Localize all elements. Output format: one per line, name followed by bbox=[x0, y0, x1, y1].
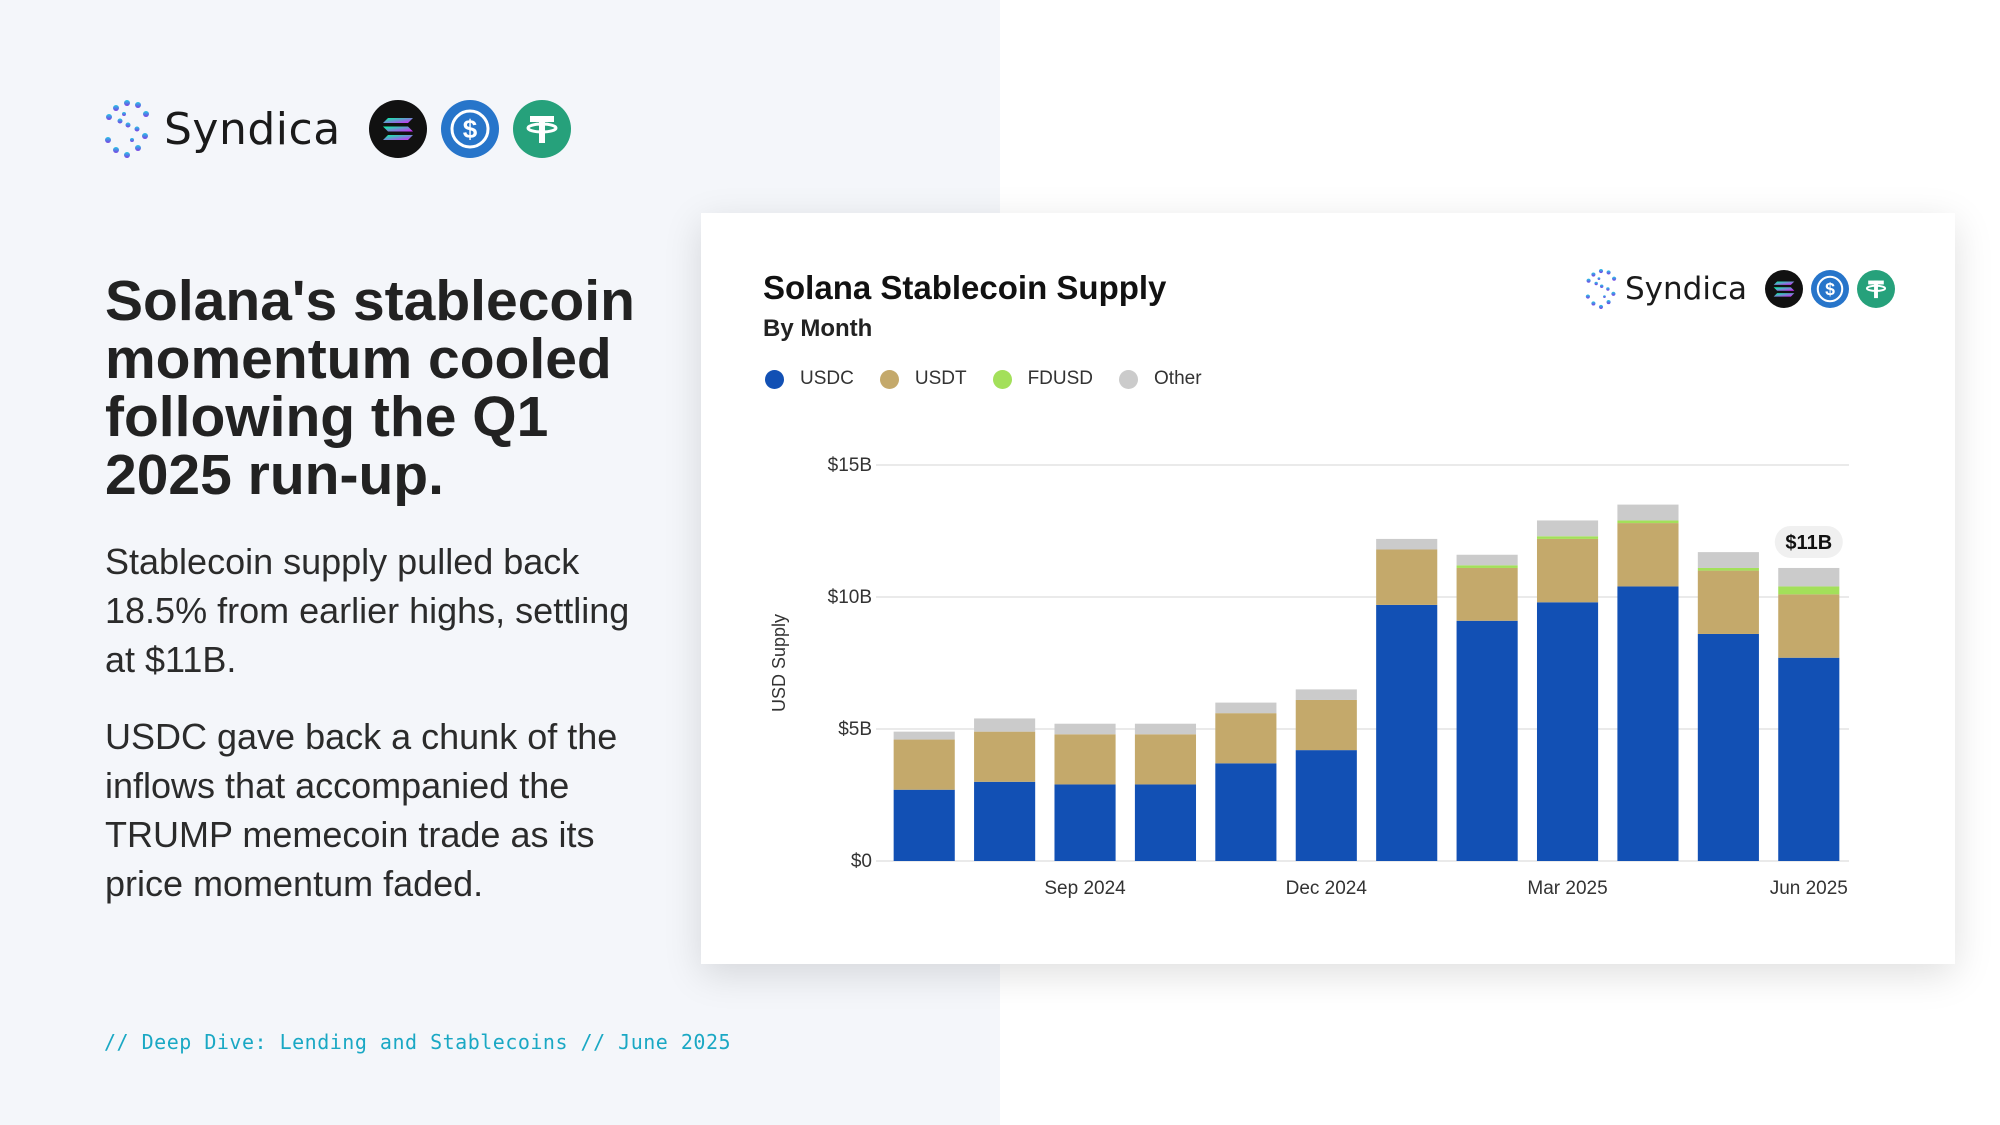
stacked-bar-chart: $0 $5B $10B $15B USD Supply Sep 2024 Dec 2024 M… bbox=[769, 455, 1849, 899]
bar-segment-other bbox=[1134, 723, 1197, 735]
annotation-label: $11B bbox=[1785, 532, 1832, 554]
bar-segment-usdt bbox=[1697, 570, 1759, 634]
bar-segment-usdc bbox=[1215, 763, 1277, 861]
card-brand: Syndica $ bbox=[1585, 269, 1895, 309]
usdt-icon bbox=[512, 100, 571, 158]
syndica-logo-icon bbox=[1585, 269, 1617, 309]
bar-segment-usdc bbox=[1697, 633, 1759, 861]
bar-segment-other bbox=[1054, 723, 1116, 735]
bar-segment-usdt bbox=[1778, 594, 1840, 658]
y-tick-label: $15B bbox=[828, 455, 872, 476]
usdc-icon: $ bbox=[440, 100, 499, 158]
bar-segment-usdc bbox=[1376, 604, 1438, 861]
bar-segment-fdusd bbox=[1778, 586, 1840, 595]
legend-item-usdc: USDC bbox=[765, 368, 854, 390]
brand-name: Syndica bbox=[164, 103, 341, 155]
bar-segment-usdc bbox=[1617, 586, 1679, 861]
bar-segment-other bbox=[1697, 552, 1759, 568]
legend-dot-other bbox=[1119, 369, 1139, 389]
usdc-icon: $ bbox=[1811, 270, 1849, 308]
legend-dot-usdt bbox=[879, 369, 899, 389]
legend-item-fdusd: FDUSD bbox=[992, 368, 1094, 390]
bar-segment-other bbox=[1376, 538, 1438, 550]
chart-subtitle: By Month bbox=[763, 315, 873, 342]
y-tick-label: $0 bbox=[851, 851, 872, 872]
legend-label-usdt: USDT bbox=[914, 368, 967, 389]
bar-segment-other bbox=[1295, 689, 1357, 700]
bar-segment-other bbox=[974, 718, 1036, 732]
bar-segment-other bbox=[1617, 504, 1679, 521]
bar-segment-usdt bbox=[1456, 567, 1518, 621]
svg-text:$: $ bbox=[1825, 279, 1835, 299]
y-tick-label: $10B bbox=[828, 587, 872, 608]
bar-segment-other bbox=[1778, 567, 1840, 587]
bar-segment-usdc bbox=[893, 789, 955, 861]
chart-legend: USDC USDT FDUSD Other bbox=[765, 368, 1228, 390]
bar-segment-usdc bbox=[1295, 750, 1357, 861]
legend-item-other: Other bbox=[1119, 368, 1202, 390]
coin-icons: $ bbox=[368, 100, 571, 158]
bar-segment-fdusd bbox=[1456, 565, 1518, 568]
bar-segment-usdc bbox=[974, 781, 1036, 861]
bar-segment-fdusd bbox=[1697, 567, 1759, 571]
bar-segment-usdt bbox=[1536, 538, 1599, 603]
bar-segment-usdc bbox=[1054, 784, 1116, 861]
bar-segment-usdt bbox=[1054, 734, 1116, 785]
bar-segment-usdt bbox=[1134, 734, 1197, 785]
x-tick-label: Jun 2025 bbox=[1770, 878, 1848, 899]
card-brand-name: Syndica bbox=[1624, 271, 1747, 307]
bar-segment-usdc bbox=[1778, 657, 1840, 861]
legend-item-usdt: USDT bbox=[879, 368, 967, 390]
bar-segment-usdt bbox=[1376, 549, 1438, 605]
bar-segment-fdusd bbox=[1536, 536, 1599, 539]
bar-segment-other bbox=[893, 731, 955, 740]
legend-dot-fdusd bbox=[992, 369, 1012, 389]
legend-label-fdusd: FDUSD bbox=[1027, 368, 1094, 389]
legend-label-usdc: USDC bbox=[800, 368, 854, 389]
bar-segment-other bbox=[1536, 520, 1599, 537]
x-tick-label: Sep 2024 bbox=[1044, 878, 1126, 899]
bar-segment-usdt bbox=[893, 739, 955, 790]
bar-segment-usdc bbox=[1456, 620, 1518, 861]
y-axis-label: USD Supply bbox=[769, 614, 789, 712]
syndica-logo-icon bbox=[105, 100, 149, 158]
bar-segment-usdt bbox=[1295, 699, 1357, 751]
x-tick-label: Mar 2025 bbox=[1527, 878, 1607, 899]
bar-segment-usdc bbox=[1536, 602, 1599, 861]
svg-text:$: $ bbox=[462, 114, 477, 144]
bar-segment-usdt bbox=[974, 731, 1036, 782]
x-tick-label: Dec 2024 bbox=[1286, 878, 1368, 899]
footer-caption: // Deep Dive: Lending and Stablecoins //… bbox=[104, 1030, 732, 1054]
bar-segment-usdt bbox=[1617, 523, 1679, 587]
headline: Solana's stablecoin momentum cooled foll… bbox=[105, 269, 635, 507]
bar-segment-other bbox=[1456, 554, 1518, 566]
bar-segment-usdt bbox=[1215, 713, 1277, 764]
legend-label-other: Other bbox=[1154, 368, 1202, 389]
paragraph-usdc: USDC gave back a chunk of the inflows th… bbox=[105, 716, 618, 904]
solana-icon bbox=[1765, 270, 1803, 308]
bar-segment-usdc bbox=[1134, 784, 1197, 861]
brand-header: Syndica $ bbox=[104, 100, 571, 158]
annotation-pill bbox=[1774, 525, 1843, 558]
bar-segment-fdusd bbox=[1617, 520, 1679, 524]
bar-segment-other bbox=[1215, 702, 1277, 714]
legend-dot-usdc bbox=[765, 369, 784, 389]
chart-title: Solana Stablecoin Supply bbox=[763, 269, 1167, 306]
usdt-icon bbox=[1857, 270, 1895, 308]
card-coin-icons: $ bbox=[1765, 270, 1895, 308]
y-tick-label: $5B bbox=[838, 719, 872, 740]
paragraph-supply: Stablecoin supply pulled back 18.5% from… bbox=[105, 541, 630, 680]
chart-card: Solana Stablecoin Supply By Month USDC U… bbox=[701, 213, 1955, 964]
solana-icon bbox=[368, 100, 427, 158]
